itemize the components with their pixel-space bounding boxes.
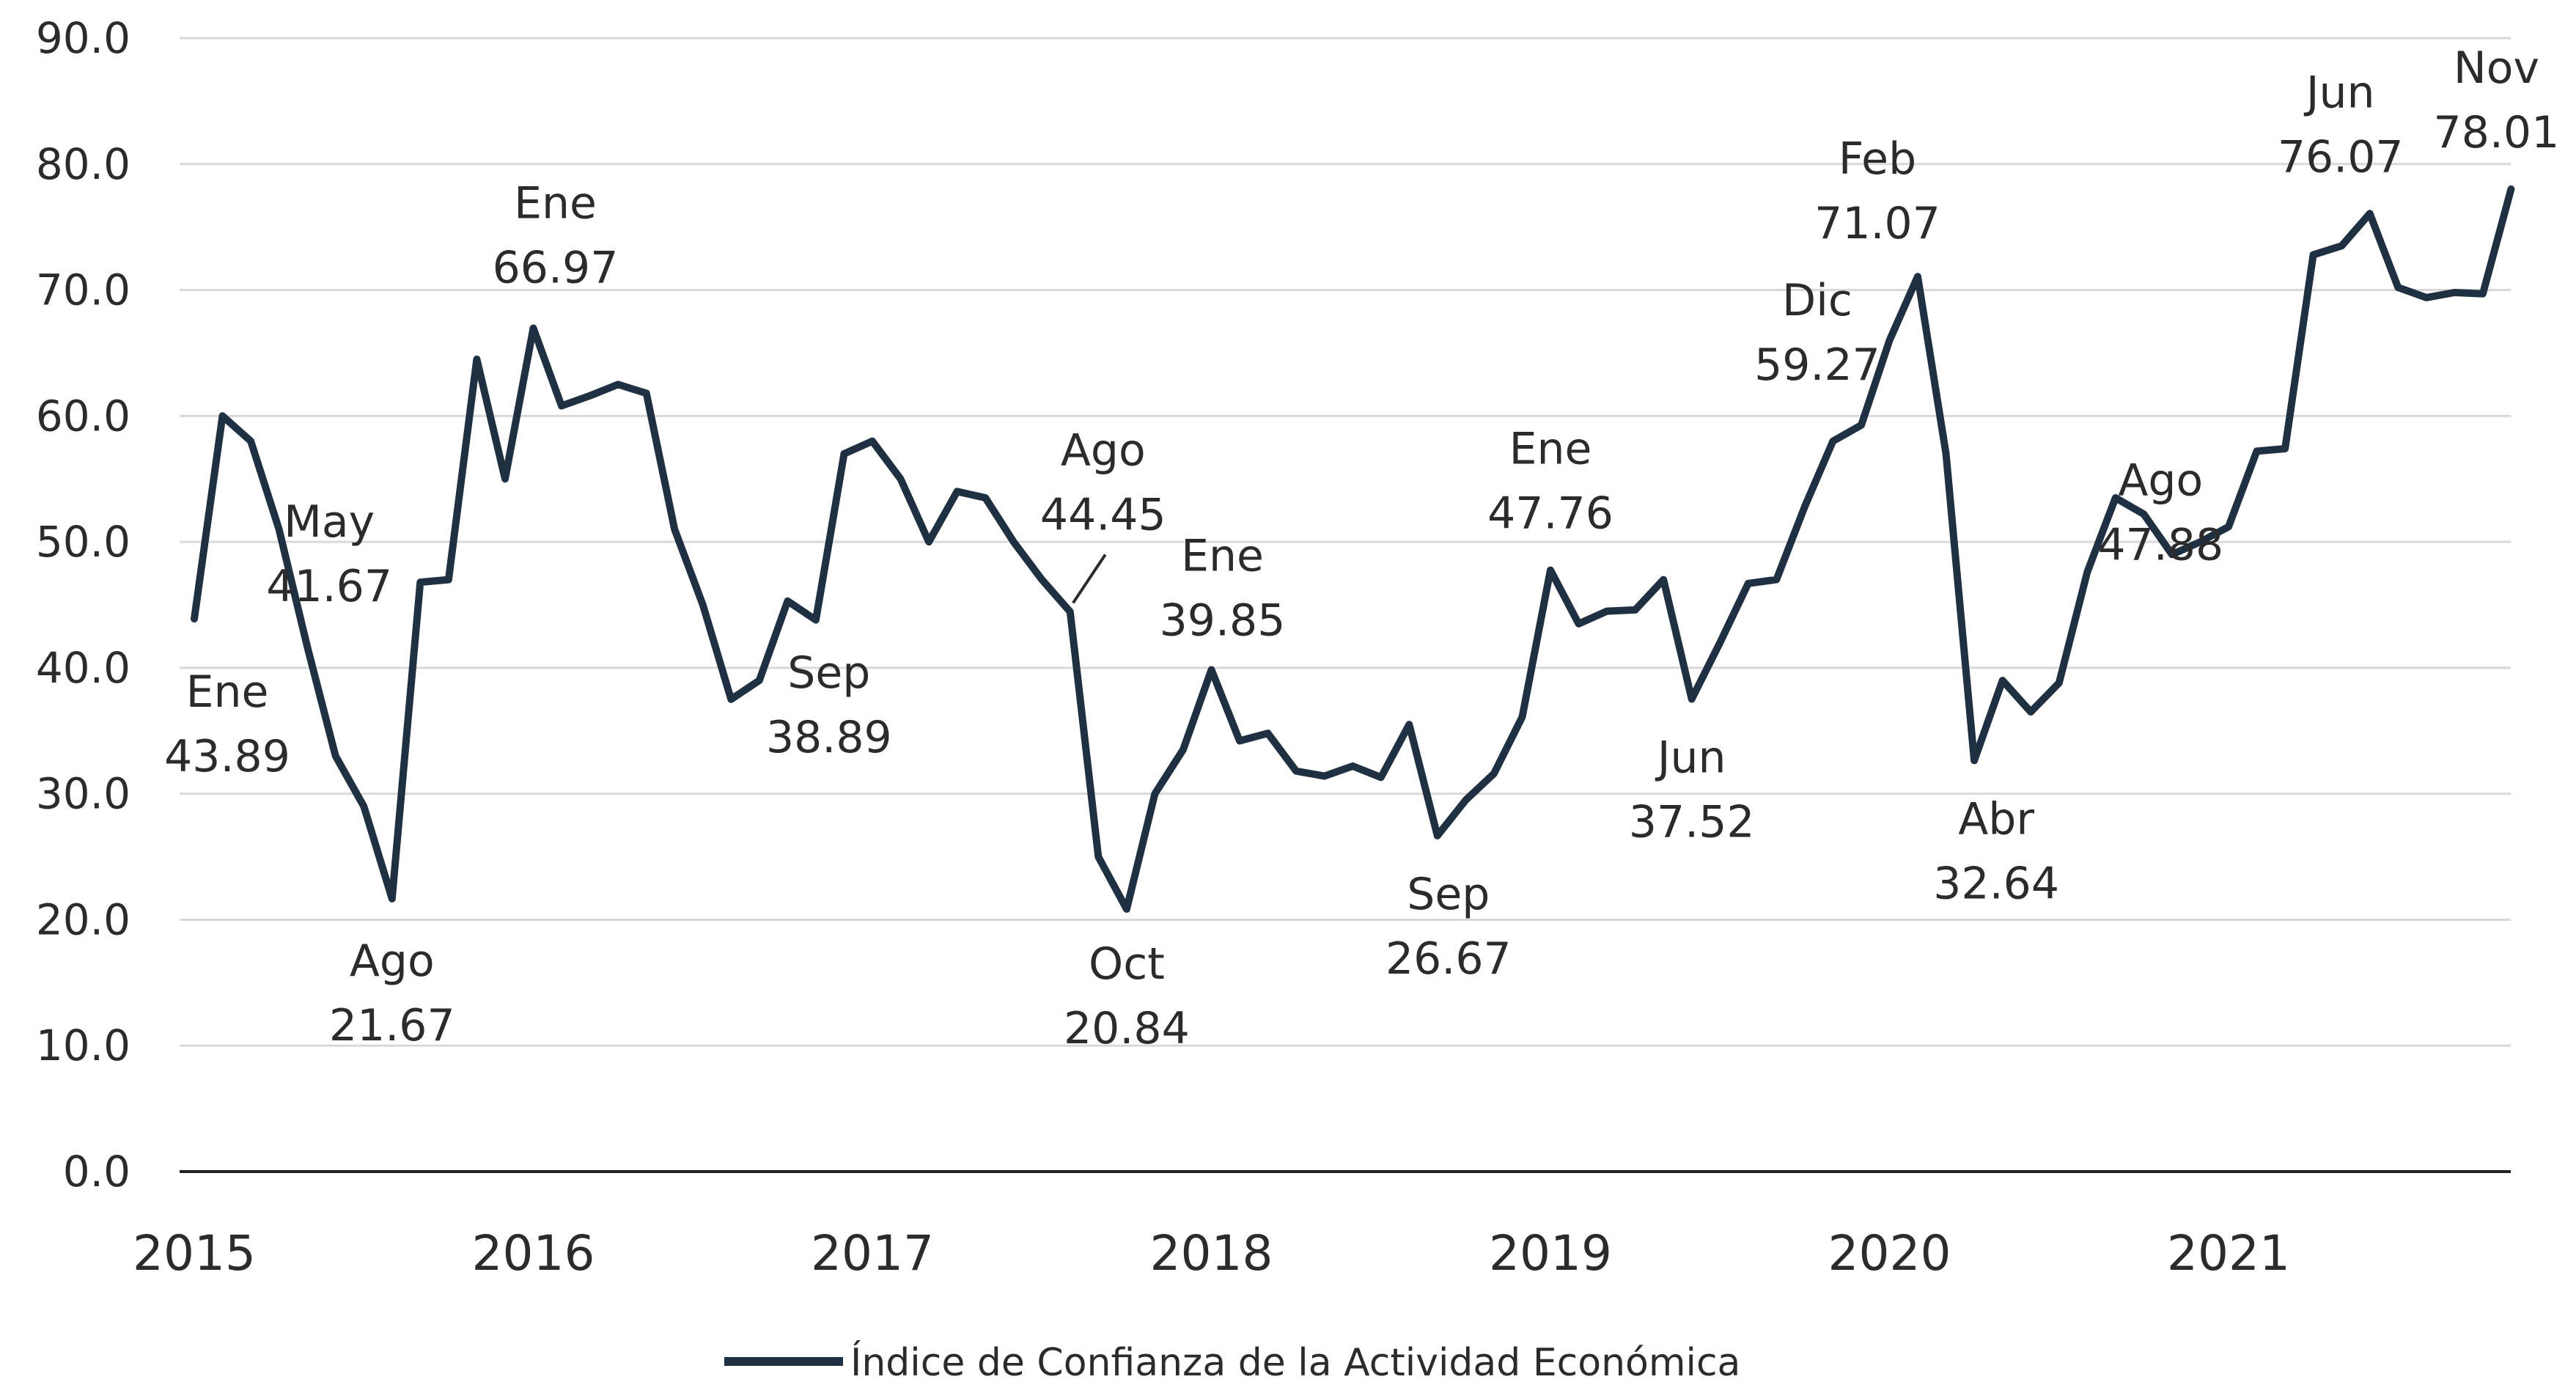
annotation-value: 32.64 (1933, 858, 2059, 909)
annotation-value: 39.85 (1160, 595, 1286, 646)
annotation-value: 37.52 (1629, 796, 1755, 848)
series-layer (191, 185, 2515, 913)
annotation-label: Ago (350, 936, 435, 987)
annotation-label: Dic (1782, 275, 1852, 326)
y-tick-label: 50.0 (36, 517, 130, 567)
y-tick-label: 90.0 (36, 13, 130, 63)
annotation-label: Ene (1181, 530, 1264, 581)
annotation: Ene 43.89 (164, 666, 290, 782)
annotation: Dic 59.27 (1754, 275, 1880, 391)
y-axis-ticks: 0.0 10.0 20.0 30.0 40.0 50.0 60.0 70.0 80.0 90.0 (36, 13, 130, 1197)
x-tick-label: 2019 (1489, 1225, 1612, 1282)
y-tick-label: 30.0 (36, 769, 130, 819)
annotation-label: Ene (1509, 424, 1592, 475)
annotation-label: Jun (2303, 67, 2375, 118)
annotation-value: 47.88 (2097, 519, 2223, 570)
annotation-value: 78.01 (2434, 107, 2560, 158)
annotation-value: 38.89 (766, 712, 892, 763)
annotation: Abr 32.64 (1933, 793, 2059, 909)
series-line (191, 185, 2515, 913)
annotation-leader (1072, 554, 1107, 604)
annotation-label: Ene (514, 178, 597, 229)
annotation-value: 41.67 (266, 561, 392, 612)
annotation: Ene 47.76 (1487, 424, 1613, 540)
annotation: Feb 71.07 (1814, 133, 1940, 249)
y-tick-label: 80.0 (36, 139, 130, 189)
x-tick-label: 2016 (472, 1225, 595, 1282)
annotation-value: 66.97 (493, 243, 619, 294)
annotation: Ene 39.85 (1160, 530, 1286, 646)
grid-lines (180, 37, 2511, 1173)
annotation-label: Oct (1089, 938, 1165, 990)
annotation-label: Sep (1407, 869, 1490, 920)
annotation: Ago 44.45 (1040, 424, 1166, 604)
annotation-value: 20.84 (1064, 1003, 1190, 1054)
annotation-label: Ago (1061, 424, 1146, 476)
annotation-label: Abr (1958, 793, 2034, 845)
y-tick-label: 40.0 (36, 643, 130, 693)
annotation: Jun 37.52 (1629, 732, 1755, 848)
annotation-label: May (284, 496, 375, 548)
annotation-value: 21.67 (329, 1000, 455, 1051)
x-tick-label: 2021 (2167, 1225, 2290, 1282)
annotation-label: Nov (2454, 43, 2539, 94)
annotation: Nov 78.01 (2434, 43, 2560, 158)
annotation-layer: Ene 43.89 May 41.67 Ago 21.67 Ene 66.97 Sep 38.89… (164, 43, 2559, 1054)
y-tick-label: 60.0 (36, 391, 130, 441)
annotation-value: 26.67 (1385, 933, 1512, 985)
annotation-value: 76.07 (2278, 131, 2404, 183)
x-axis-ticks: 2015 2016 2017 2018 2019 2020 2021 (133, 1225, 2290, 1282)
annotation: Oct 20.84 (1064, 938, 1190, 1054)
x-tick-label: 2018 (1150, 1225, 1273, 1282)
annotation-value: 59.27 (1754, 339, 1880, 391)
annotation: Ene 66.97 (493, 178, 619, 294)
y-tick-label: 0.0 (63, 1147, 130, 1197)
annotation-value: 44.45 (1040, 489, 1166, 540)
annotation-label: Ene (186, 666, 269, 718)
y-tick-label: 70.0 (36, 265, 130, 315)
x-tick-label: 2015 (133, 1225, 256, 1282)
annotation: Ago 21.67 (329, 936, 455, 1051)
y-tick-label: 10.0 (36, 1021, 130, 1070)
x-tick-label: 2020 (1828, 1225, 1951, 1282)
annotation-value: 47.76 (1487, 488, 1613, 540)
annotation: Sep 26.67 (1385, 869, 1512, 985)
annotation-value: 71.07 (1814, 198, 1940, 249)
annotation: Jun 76.07 (2278, 67, 2404, 183)
annotation: Ago 47.88 (2097, 455, 2223, 570)
annotation-label: Jun (1655, 732, 1726, 783)
legend: Índice de Confianza de la Actividad Econ… (724, 1340, 1740, 1382)
annotation: May 41.67 (266, 496, 392, 612)
annotation-label: Feb (1839, 133, 1916, 185)
annotation-label: Ago (2118, 455, 2203, 506)
y-tick-label: 20.0 (36, 894, 130, 944)
annotation-value: 43.89 (164, 731, 290, 782)
annotation-label: Sep (787, 647, 870, 699)
annotation: Sep 38.89 (766, 647, 892, 763)
legend-label: Índice de Confianza de la Actividad Econ… (850, 1340, 1740, 1382)
x-tick-label: 2017 (811, 1225, 934, 1282)
